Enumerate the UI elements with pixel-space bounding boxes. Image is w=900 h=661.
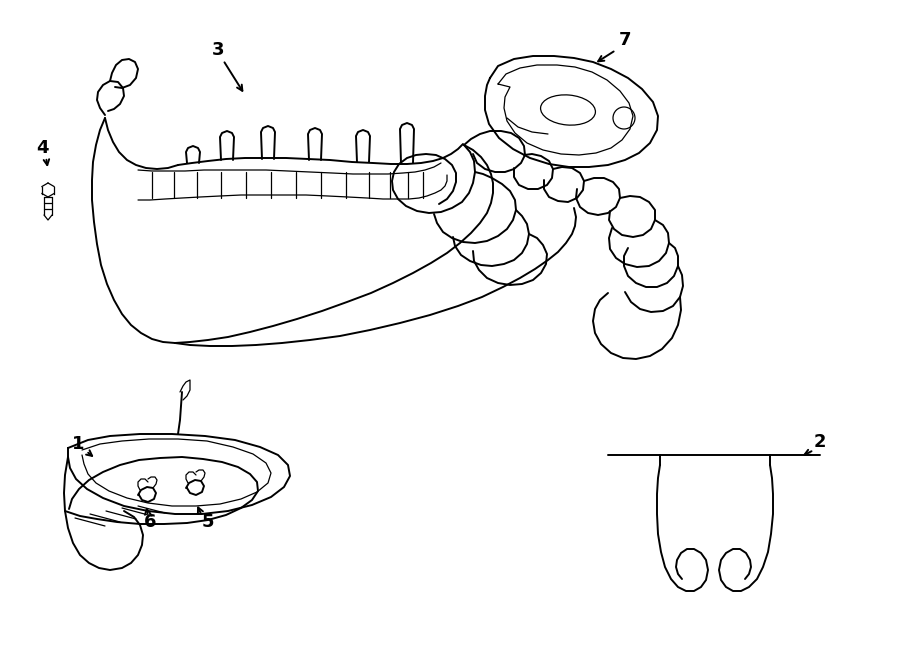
Text: 3: 3 [212, 41, 224, 59]
Text: 7: 7 [619, 31, 631, 49]
Text: 6: 6 [144, 513, 157, 531]
Text: 1: 1 [72, 435, 85, 453]
Text: 4: 4 [36, 139, 49, 157]
Text: 2: 2 [814, 433, 826, 451]
Text: 5: 5 [202, 513, 214, 531]
